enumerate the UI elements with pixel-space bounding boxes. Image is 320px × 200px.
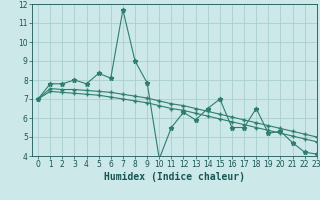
X-axis label: Humidex (Indice chaleur): Humidex (Indice chaleur) (104, 172, 245, 182)
